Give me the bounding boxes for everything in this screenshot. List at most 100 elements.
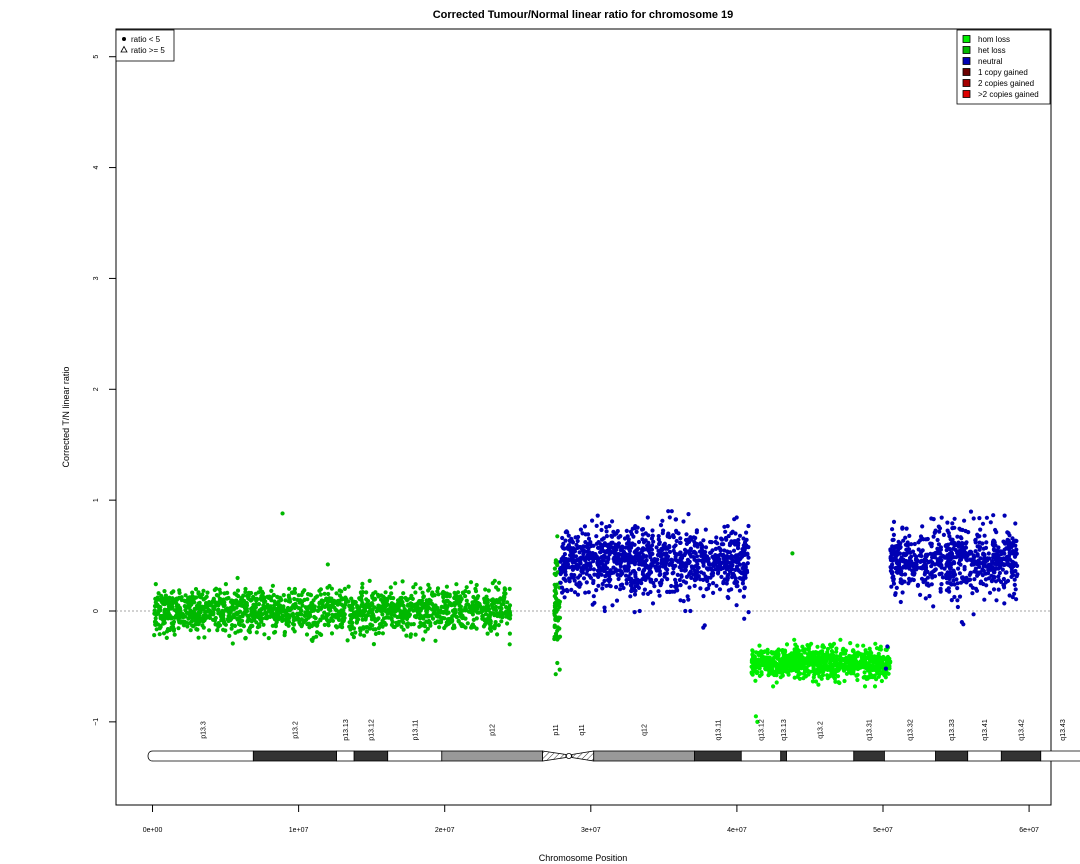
data-point [828,657,833,662]
data-point [173,613,178,619]
data-point [980,573,985,578]
data-point [800,664,805,670]
data-point [504,609,509,614]
data-point [266,636,271,641]
data-point [421,614,426,619]
data-point [276,599,281,605]
data-point [811,666,816,671]
data-point [840,648,845,653]
data-point [577,550,582,555]
data-point [578,558,583,563]
data-point [555,637,560,642]
ideogram-band [571,750,595,762]
data-point [733,531,738,536]
data-point [664,557,670,563]
data-point [291,603,296,608]
data-point [965,553,970,559]
data-point [404,616,410,622]
data-point [333,624,339,629]
data-point [969,562,974,567]
data-point [710,562,715,567]
data-point [948,565,953,570]
data-point [256,610,261,616]
data-point [327,596,332,601]
data-point [363,616,368,621]
data-point [673,517,679,522]
data-point [430,590,435,595]
data-point [1010,595,1015,600]
data-point [560,590,565,595]
data-point [435,586,441,591]
data-point [894,585,899,591]
data-point [766,663,771,668]
data-point [162,589,167,594]
data-point [947,589,952,594]
data-point [759,653,764,658]
data-point [796,655,802,660]
data-point [411,585,416,590]
data-point [636,567,642,572]
ideogram-band-label: p13.13 [343,719,350,741]
data-point [956,540,961,545]
data-point [454,597,459,602]
data-point [339,589,344,594]
data-point [714,583,719,588]
data-point [557,634,563,639]
data-point [561,563,566,568]
data-point [629,576,634,582]
data-point [679,559,684,565]
data-point [650,601,656,606]
data-point [391,603,396,609]
data-point [499,619,504,624]
data-point [955,581,960,586]
data-point [736,568,741,573]
data-point [367,609,372,615]
data-point [634,529,639,535]
data-point [230,641,235,646]
data-point [929,582,934,587]
data-point [691,550,696,555]
data-point [641,554,646,559]
data-point [900,565,905,570]
data-point [869,673,874,678]
data-point [679,568,684,573]
data-point [678,556,683,561]
data-point [732,539,737,544]
data-point [201,597,206,602]
data-point [931,551,936,556]
data-point [595,562,600,567]
data-point [401,627,406,632]
ideogram-band-label: q13.2 [818,721,825,739]
data-point [792,649,797,654]
data-point [174,596,179,601]
data-point [400,579,405,584]
data-point [973,538,978,543]
data-point [578,582,583,587]
data-point [900,572,905,577]
data-point [570,552,576,557]
data-point [820,654,825,659]
data-point [937,529,942,534]
data-point [489,628,494,633]
data-point [205,614,210,619]
data-point [567,576,572,581]
data-point [838,653,843,659]
data-point [492,578,497,583]
data-point [743,565,748,570]
shape-legend: ratio < 5 ratio >= 5 [115,29,175,62]
data-point [318,587,323,592]
data-point [973,586,979,592]
data-point [960,545,966,550]
data-point [420,605,425,610]
data-point [633,572,638,577]
ideogram-band-label: p12 [490,724,497,736]
ideogram-band [786,750,855,762]
state-legend-box [956,29,1051,105]
data-point [187,595,192,600]
outlier-point [885,644,890,649]
ideogram-band [387,750,443,762]
data-point [411,622,416,627]
data-point [306,614,311,619]
data-point [821,669,826,675]
data-point [904,547,909,552]
